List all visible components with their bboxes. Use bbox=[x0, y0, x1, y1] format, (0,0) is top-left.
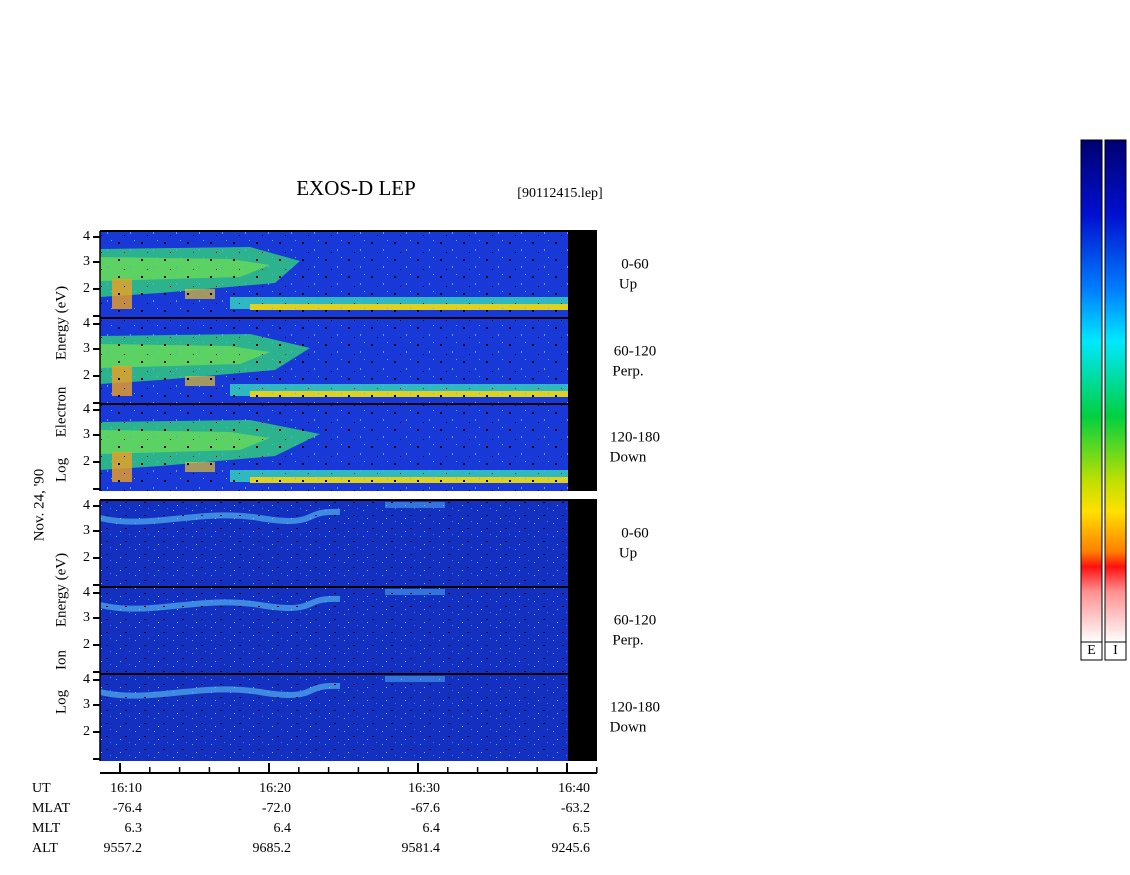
y-tick-label: 4 bbox=[83, 402, 90, 417]
pitch-angle: 120-180 bbox=[610, 699, 660, 715]
row-value: 6.5 bbox=[573, 821, 591, 836]
data-gap bbox=[568, 404, 597, 491]
y-tick-label: 2 bbox=[83, 637, 90, 652]
row-name: ALT bbox=[32, 841, 58, 856]
y-tick-label: 3 bbox=[83, 341, 90, 356]
row-value: 6.3 bbox=[125, 821, 143, 836]
y-tick-label: 2 bbox=[83, 454, 90, 469]
pitch-angle: 60-120 bbox=[614, 612, 657, 628]
color-bar bbox=[1104, 139, 1127, 643]
color-bar bbox=[1080, 139, 1103, 643]
y-axis-label: Energy (eV) bbox=[53, 286, 69, 360]
y-tick-label: 3 bbox=[83, 523, 90, 538]
row-value: 9685.2 bbox=[253, 841, 292, 856]
y-axis-label: Ion bbox=[53, 650, 69, 670]
row-value: 16:30 bbox=[408, 781, 440, 796]
direction: Down bbox=[610, 449, 647, 465]
y-tick-label: 3 bbox=[83, 697, 90, 712]
y-axis-label: Log bbox=[53, 457, 69, 482]
pitch-angle: 60-120 bbox=[614, 343, 657, 359]
row-value: -72.0 bbox=[262, 801, 291, 816]
row-value: 16:20 bbox=[259, 781, 291, 796]
row-value: 9581.4 bbox=[402, 841, 441, 856]
y-tick-label: 2 bbox=[83, 724, 90, 739]
y-tick-label: 3 bbox=[83, 610, 90, 625]
direction: Up bbox=[619, 545, 637, 561]
direction: Up bbox=[619, 276, 637, 292]
y-tick-label: 4 bbox=[83, 498, 90, 513]
y-tick-label: 4 bbox=[83, 585, 90, 600]
data-gap bbox=[568, 231, 597, 318]
pitch-angle: 0-60 bbox=[621, 256, 649, 272]
y-tick-label: 4 bbox=[83, 672, 90, 687]
data-gap bbox=[568, 318, 597, 405]
row-value: 16:40 bbox=[558, 781, 590, 796]
row-name: MLT bbox=[32, 821, 61, 836]
row-value: 9557.2 bbox=[104, 841, 143, 856]
y-axis-label: Electron bbox=[53, 386, 69, 437]
row-value: 16:10 bbox=[110, 781, 142, 796]
color-bar-label: I bbox=[1113, 643, 1118, 658]
color-bar-label-box bbox=[1104, 641, 1127, 661]
direction: Down bbox=[610, 719, 647, 735]
y-tick-label: 4 bbox=[83, 316, 90, 331]
file-name: [90112415.lep] bbox=[517, 186, 602, 201]
spectrogram-noise bbox=[100, 318, 568, 405]
data-gap bbox=[568, 500, 597, 587]
y-tick-label: 2 bbox=[83, 550, 90, 565]
spectrogram-noise bbox=[100, 500, 568, 587]
spectrogram-noise bbox=[100, 231, 568, 318]
data-gap bbox=[568, 587, 597, 674]
y-axis-label: Log bbox=[53, 689, 69, 714]
y-tick-label: 3 bbox=[83, 427, 90, 442]
row-value: -63.2 bbox=[561, 801, 590, 816]
spectrogram-noise bbox=[100, 674, 568, 761]
direction: Perp. bbox=[612, 632, 643, 648]
data-gap bbox=[568, 674, 597, 761]
spectrogram-noise bbox=[100, 587, 568, 674]
row-value: 9245.6 bbox=[552, 841, 591, 856]
row-name: MLAT bbox=[32, 801, 71, 816]
color-bar-label: E bbox=[1087, 643, 1096, 658]
spectrogram-noise bbox=[100, 404, 568, 491]
direction: Perp. bbox=[612, 363, 643, 379]
pitch-angle: 120-180 bbox=[610, 429, 660, 445]
title: EXOS-D LEP bbox=[296, 176, 416, 200]
date: Nov. 24, '90 bbox=[31, 469, 47, 542]
y-tick-label: 3 bbox=[83, 254, 90, 269]
y-tick-label: 4 bbox=[83, 229, 90, 244]
row-value: -67.6 bbox=[411, 801, 440, 816]
y-tick-label: 2 bbox=[83, 368, 90, 383]
row-value: -76.4 bbox=[113, 801, 142, 816]
row-value: 6.4 bbox=[423, 821, 441, 836]
pitch-angle: 0-60 bbox=[621, 525, 649, 541]
row-name: UT bbox=[32, 781, 51, 796]
y-tick-label: 2 bbox=[83, 281, 90, 296]
y-axis-label: Energy (eV) bbox=[53, 553, 69, 627]
row-value: 6.4 bbox=[274, 821, 292, 836]
color-bar-label-box bbox=[1080, 641, 1103, 661]
